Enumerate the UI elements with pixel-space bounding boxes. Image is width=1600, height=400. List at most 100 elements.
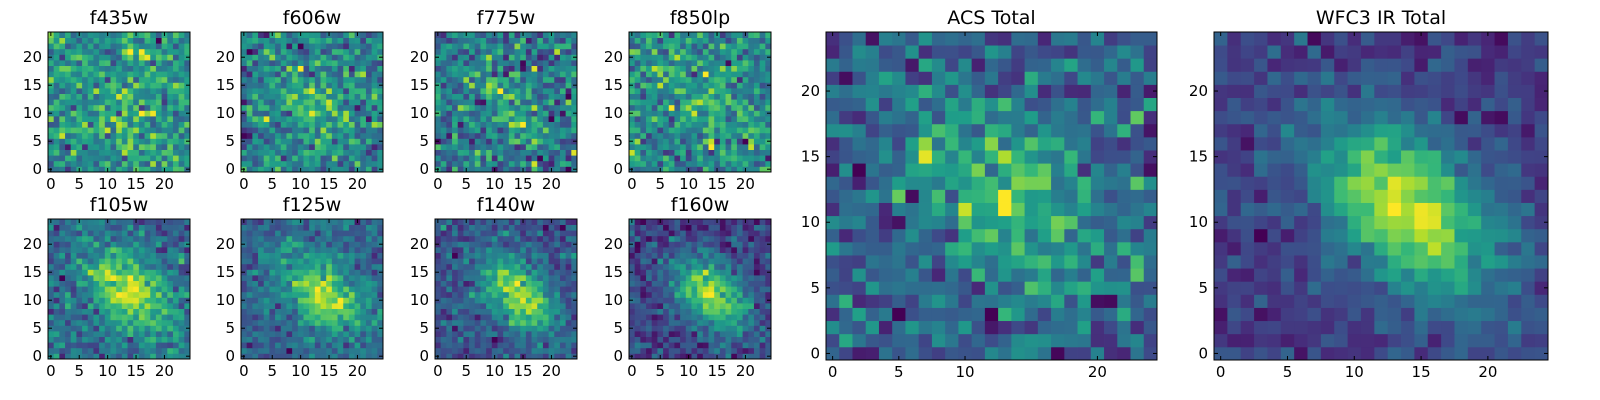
heatmap-cell <box>759 166 766 173</box>
heatmap-cell <box>525 247 532 253</box>
heatmap-cell <box>480 104 487 111</box>
heatmap-cell <box>65 54 72 61</box>
heatmap-cell <box>348 37 355 44</box>
heatmap-cell <box>99 224 106 231</box>
y-tick-label: 10 <box>216 291 235 309</box>
heatmap-cell <box>314 235 321 242</box>
heatmap-cell <box>314 297 321 304</box>
heatmap-cell <box>326 121 333 128</box>
heatmap-cell <box>469 263 476 270</box>
heatmap-cell <box>354 71 361 78</box>
heatmap-cell <box>354 314 361 321</box>
heatmap-cell <box>144 82 151 89</box>
heatmap-cell <box>486 347 493 354</box>
heatmap-cell <box>554 116 561 122</box>
heatmap-cell <box>314 93 321 100</box>
heatmap-cell <box>731 308 738 315</box>
heatmap-cell <box>184 230 191 237</box>
heatmap-cell <box>708 342 715 349</box>
heatmap-cell <box>742 82 749 89</box>
heatmap-cell <box>275 258 282 265</box>
heatmap-cell <box>663 54 670 61</box>
heatmap-cell <box>70 336 77 343</box>
heatmap-cell <box>646 166 653 173</box>
heatmap-cell <box>446 43 453 50</box>
heatmap-cell <box>503 76 510 83</box>
heatmap-cell <box>121 303 128 309</box>
heatmap-cell <box>76 263 83 270</box>
heatmap-cell <box>246 88 253 94</box>
heatmap-cell <box>537 76 544 83</box>
heatmap-cell <box>127 127 134 134</box>
heatmap-cell <box>178 82 185 89</box>
heatmap-cell <box>765 280 772 287</box>
heatmap-cell <box>70 347 77 354</box>
heatmap-cell <box>172 48 180 55</box>
heatmap-cell <box>292 82 299 89</box>
heatmap-cell <box>87 230 94 237</box>
heatmap-cell <box>59 127 66 134</box>
heatmap-cell <box>548 160 555 167</box>
heatmap-cell <box>269 325 276 332</box>
heatmap-cell <box>104 110 111 117</box>
heatmap-cell <box>503 241 510 248</box>
heatmap-cell <box>297 224 304 231</box>
heatmap-cell <box>65 76 72 83</box>
heatmap-cell <box>172 247 180 253</box>
heatmap-cell <box>303 297 310 304</box>
heatmap-cell <box>377 65 384 72</box>
heatmap-cell <box>150 43 157 50</box>
heatmap-cell <box>554 336 561 343</box>
heatmap-cell <box>263 331 270 337</box>
heatmap-cell <box>365 54 373 61</box>
heatmap-cell <box>514 54 521 61</box>
panel-frame <box>47 218 191 360</box>
heatmap-cell <box>537 314 544 321</box>
heatmap-cell <box>731 297 738 304</box>
heatmap-cell <box>514 336 521 343</box>
heatmap-cell <box>263 263 270 270</box>
heatmap-cell <box>537 127 544 134</box>
heatmap-cell <box>559 224 567 231</box>
heatmap-cell <box>542 303 549 309</box>
heatmap-cell <box>446 65 453 72</box>
heatmap-cell <box>548 331 555 337</box>
heatmap-cell <box>348 116 355 122</box>
heatmap-cell <box>331 121 338 128</box>
heatmap-cell <box>542 247 549 253</box>
heatmap-cell <box>59 104 66 111</box>
heatmap-cell <box>531 37 538 44</box>
heatmap-cell <box>629 303 636 309</box>
heatmap-cell <box>691 48 698 55</box>
heatmap-cell <box>65 99 72 106</box>
heatmap-cell <box>629 331 636 337</box>
heatmap-cell <box>542 76 549 83</box>
heatmap-cell <box>150 303 157 309</box>
heatmap-cell <box>759 121 766 128</box>
heatmap-cell <box>337 347 344 354</box>
heatmap-cell <box>99 48 106 55</box>
heatmap-cell <box>753 99 761 106</box>
heatmap-cell <box>702 138 709 145</box>
heatmap-cell <box>657 160 664 167</box>
heatmap-cell <box>457 336 464 343</box>
heatmap-cell <box>440 149 447 156</box>
heatmap-cell <box>241 342 248 349</box>
heatmap-cell <box>548 99 555 106</box>
heatmap-cell <box>87 138 94 145</box>
y-tick-label: 15 <box>410 76 429 94</box>
heatmap-cell <box>53 166 60 173</box>
heatmap-cell <box>497 297 504 304</box>
heatmap-cell <box>144 166 151 173</box>
heatmap-cell <box>548 224 555 231</box>
heatmap-cell <box>435 286 442 293</box>
heatmap-cell <box>657 149 664 156</box>
heatmap-cell <box>520 258 527 265</box>
heatmap-cell <box>320 325 327 332</box>
heatmap-cell <box>65 235 72 242</box>
heatmap-cell <box>155 219 162 225</box>
panel-title: f105w <box>90 194 149 216</box>
heatmap-cell <box>258 60 265 66</box>
heatmap-cell <box>59 144 66 150</box>
heatmap-cell <box>446 138 453 145</box>
